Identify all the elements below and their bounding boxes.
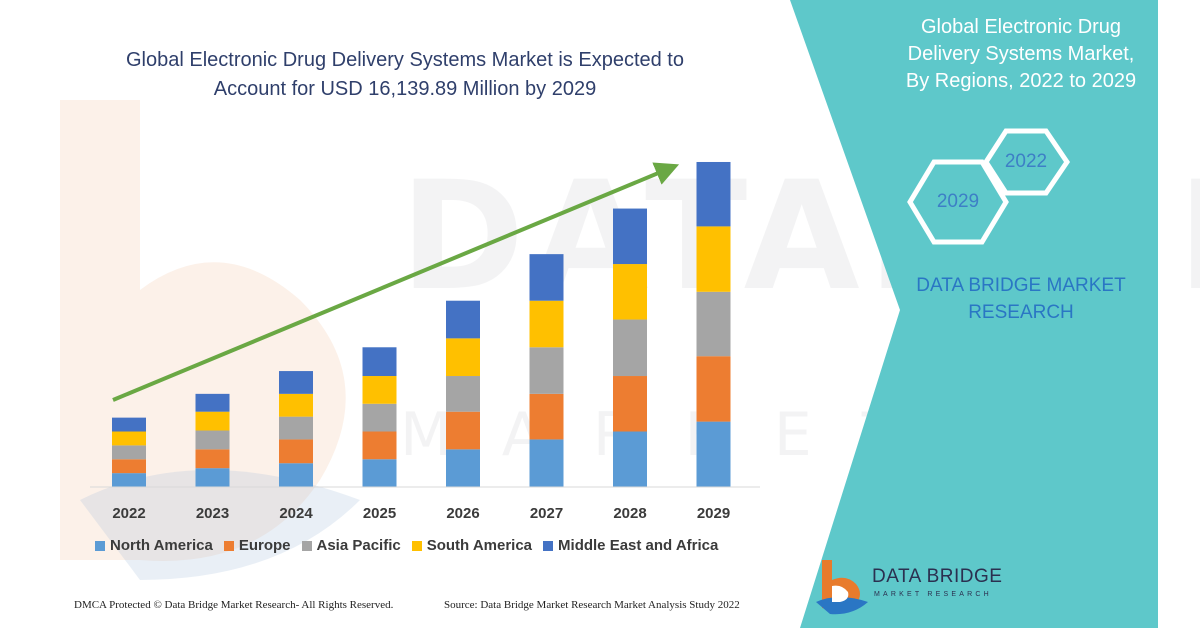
bar-segment-2027-3: [529, 300, 564, 348]
chart-title: Global Electronic Drug Delivery Systems …: [126, 49, 684, 100]
bar-segment-2025-1: [362, 431, 397, 460]
bar-segment-2024-0: [279, 463, 313, 487]
bar-segment-2024-3: [279, 393, 313, 417]
bar-segment-2022-0: [112, 473, 146, 487]
bar-segment-2028-2: [613, 319, 647, 377]
legend-swatch: [411, 540, 422, 551]
bar-segment-2029-4: [696, 161, 731, 227]
bar-segment-2027-4: [529, 254, 564, 301]
x-tick-label: 2023: [196, 505, 229, 522]
company-logo: [816, 560, 868, 615]
legend-label: South America: [426, 537, 533, 554]
bar-segment-2026-2: [446, 376, 480, 412]
bar-segment-2028-3: [613, 264, 647, 320]
x-tick-label: 2025: [363, 505, 396, 522]
hex-label-2029: 2029: [936, 191, 980, 212]
legend-swatch: [223, 540, 234, 551]
bar-segment-2029-0: [696, 421, 731, 487]
bar-segment-2022-2: [112, 445, 146, 460]
bar-segment-2026-4: [446, 300, 480, 339]
bar-segment-2024-2: [279, 416, 313, 440]
x-tick-label: 2029: [697, 505, 730, 522]
x-axis-labels: 2022 2023 2024 2025 2026 2027 2028 2029: [112, 505, 730, 522]
bar-segment-2023-4: [195, 393, 230, 412]
bar-segment-2027-2: [529, 347, 564, 394]
x-tick-label: 2027: [530, 505, 563, 522]
bar-segment-2023-3: [195, 411, 230, 431]
x-tick-label: 2026: [446, 505, 479, 522]
legend-label: North America: [110, 537, 213, 554]
bar-segment-2025-4: [362, 347, 397, 377]
bar-segment-2029-3: [696, 226, 731, 292]
bar-segment-2028-0: [613, 431, 647, 487]
logo-name: DATA BRIDGE: [872, 566, 1003, 587]
footer-source: Source: Data Bridge Market Research Mark…: [444, 599, 740, 611]
legend-item: Asia Pacific: [301, 537, 401, 554]
bar-segment-2024-4: [279, 371, 313, 394]
bars-group: [112, 161, 731, 487]
bar-segment-2029-2: [696, 291, 731, 357]
bar-segment-2023-2: [195, 430, 230, 450]
bar-segment-2023-0: [195, 468, 230, 487]
legend-label: Europe: [238, 537, 291, 554]
hex-label-2022: 2022: [1004, 151, 1048, 172]
legend-swatch: [95, 540, 105, 551]
bar-segment-2026-0: [446, 449, 480, 487]
panel-title: Global Electronic Drug Delivery Systems …: [905, 16, 1137, 92]
bar-segment-2025-0: [362, 459, 397, 487]
x-tick-label: 2024: [279, 505, 313, 522]
footer-copyright: DMCA Protected © Data Bridge Market Rese…: [74, 599, 394, 611]
trend-arrow: [112, 162, 680, 402]
bar-segment-2024-1: [279, 439, 313, 464]
bar-segment-2028-1: [613, 376, 647, 432]
bar-segment-2025-3: [362, 376, 397, 404]
bar-segment-2025-2: [362, 403, 397, 432]
chart-legend: North America Europe Asia Pacific South Ame…: [95, 537, 718, 554]
bar-segment-2022-1: [112, 459, 146, 474]
brand-text: DATA BRIDGE MARKET RESEARCH: [916, 275, 1126, 323]
legend-label: Middle East and Africa: [558, 537, 719, 554]
legend-item: South America: [411, 537, 533, 554]
bar-segment-2022-3: [112, 431, 146, 446]
bar-segment-2028-4: [613, 208, 647, 265]
bar-segment-2027-0: [529, 439, 564, 487]
legend-item: North America: [95, 537, 213, 554]
legend-swatch: [301, 540, 312, 551]
bar-chart: 2022 2023 2024 2025 2026 2027 2028 2029: [90, 161, 760, 522]
bar-segment-2026-1: [446, 411, 480, 450]
logo-subtext: MARKET RESEARCH: [874, 591, 992, 598]
legend-item: Middle East and Africa: [543, 537, 718, 554]
bar-segment-2022-4: [112, 417, 146, 432]
hexagon-2029: [907, 159, 1009, 245]
x-tick-label: 2028: [613, 505, 646, 522]
bar-segment-2026-3: [446, 338, 480, 377]
bar-segment-2023-1: [195, 449, 230, 469]
x-tick-label: 2022: [112, 505, 145, 522]
hexagon-2022: [983, 128, 1071, 196]
legend-swatch: [543, 540, 554, 551]
legend-label: Asia Pacific: [316, 537, 401, 554]
bar-segment-2029-1: [696, 356, 731, 422]
legend-item: Europe: [223, 537, 291, 554]
bar-segment-2027-1: [529, 393, 564, 440]
